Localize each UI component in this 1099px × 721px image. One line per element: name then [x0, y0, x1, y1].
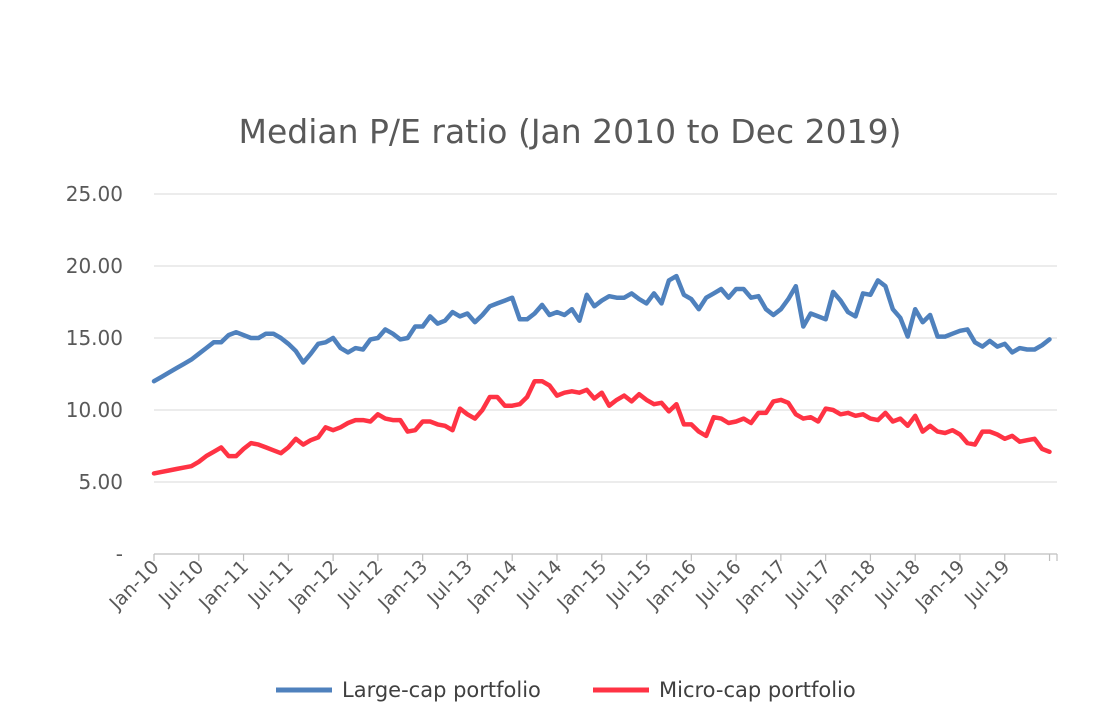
- gridlines: [154, 193, 1057, 483]
- legend-label-large-cap: Large-cap portfolio: [342, 678, 541, 702]
- y-tick-label: -: [116, 542, 123, 566]
- series-line-micro-cap: [151, 378, 1052, 476]
- x-tick-label: Jul-19: [960, 556, 1014, 610]
- y-tick-label: 25.00: [66, 182, 123, 206]
- series-lines: [151, 273, 1052, 476]
- axes: -5.0010.0015.0020.0025.00Jan-10Jul-10Jan…: [66, 182, 1058, 615]
- y-tick-label: 10.00: [66, 398, 123, 422]
- x-tick-label: Jan-11: [194, 556, 253, 615]
- x-tick-label: Jan-14: [463, 556, 522, 615]
- y-tick-label: 20.00: [66, 254, 123, 278]
- x-tick-label: Jan-17: [731, 556, 790, 615]
- x-tick-label: Jan-18: [821, 556, 880, 615]
- x-tick-label: Jan-16: [642, 556, 701, 615]
- series-line-large-cap: [151, 273, 1052, 384]
- x-tick-label: Jan-15: [552, 556, 611, 615]
- x-tick-label: Jan-13: [373, 556, 432, 615]
- x-tick-label: Jan-12: [284, 556, 343, 615]
- chart-title: Median P/E ratio (Jan 2010 to Dec 2019): [238, 112, 902, 151]
- legend-label-micro-cap: Micro-cap portfolio: [659, 678, 856, 702]
- x-tick-label: Jan-19: [911, 556, 970, 615]
- legend: Large-cap portfolio Micro-cap portfolio: [276, 678, 856, 702]
- y-tick-label: 15.00: [66, 326, 123, 350]
- x-tick-label: Jan-10: [105, 556, 164, 615]
- y-tick-label: 5.00: [78, 470, 123, 494]
